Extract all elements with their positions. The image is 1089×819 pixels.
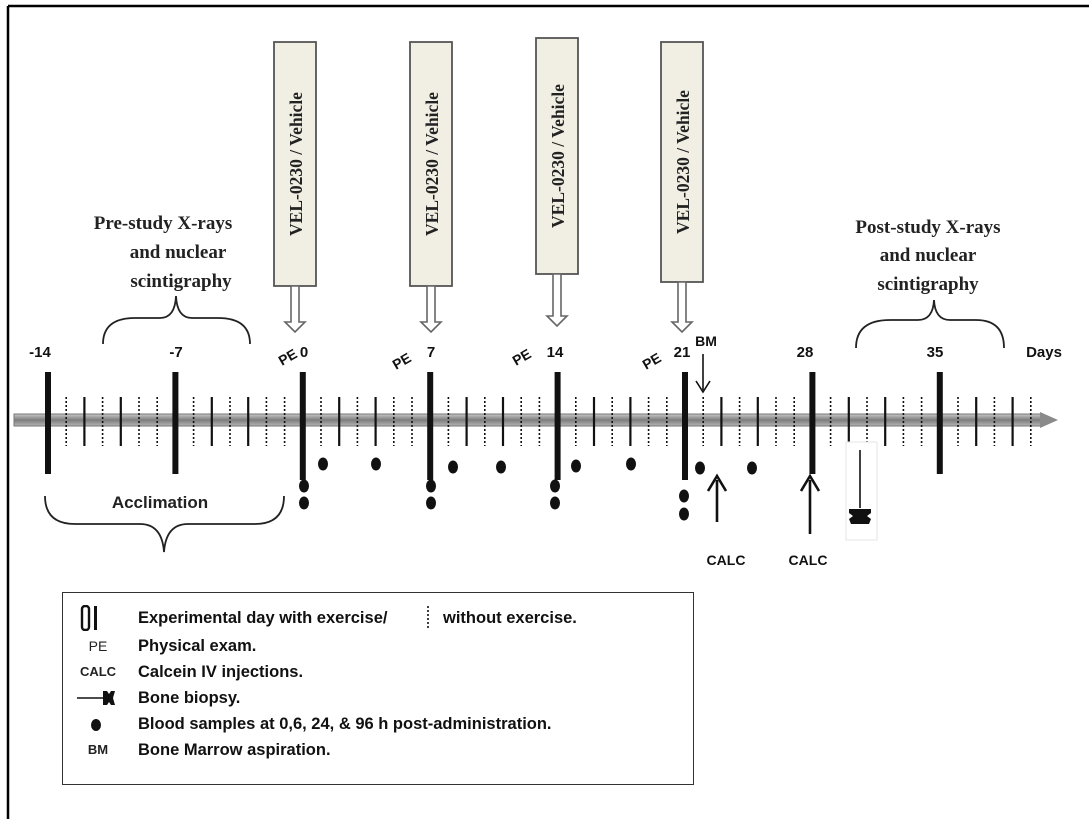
blood-sample-dot xyxy=(695,461,705,475)
blood-sample-dot xyxy=(371,457,381,471)
blood-sample-dot xyxy=(496,460,506,474)
pre-study-line: Pre-study X-rays xyxy=(94,213,232,234)
pre-study-brace xyxy=(102,295,251,345)
acclimation-brace xyxy=(44,495,285,553)
drug-box: VEL-0230 / Vehicle xyxy=(273,41,317,334)
blood-sample-dot xyxy=(448,460,458,474)
legend-blood-text: Blood samples at 0,6, 24, & 96 h post-ad… xyxy=(138,715,552,733)
pe-label: PE xyxy=(510,345,534,368)
blood-samples xyxy=(299,457,757,521)
hollow-arrow-icon xyxy=(545,273,569,328)
blood-sample-dot xyxy=(550,479,560,493)
day-ticks xyxy=(45,372,1032,480)
day-label: 21 xyxy=(674,344,691,361)
drug-box-label: VEL-0230 / Vehicle xyxy=(422,92,442,236)
legend-no-exercise-text: without exercise. xyxy=(443,609,577,627)
post-study-annotation: Post-study X-rays and nuclear scintigrap… xyxy=(855,217,1000,295)
post-study-brace xyxy=(855,299,1005,349)
pe-label: PE xyxy=(640,349,664,372)
acclimation-label: Acclimation xyxy=(112,493,208,512)
legend: Experimental day with exercise/ without … xyxy=(62,592,694,785)
bm-label: BM xyxy=(695,333,717,349)
pre-study-annotation: Pre-study X-rays and nuclear scintigraph… xyxy=(94,213,232,292)
post-study-line: and nuclear xyxy=(880,245,977,266)
calc-label: CALC xyxy=(789,552,828,568)
day-label: 14 xyxy=(547,344,564,361)
legend-calc-symbol: CALC xyxy=(79,664,117,679)
pre-study-line: and nuclear xyxy=(130,242,227,263)
calc-label: CALC xyxy=(707,552,746,568)
drug-box-label: VEL-0230 / Vehicle xyxy=(548,84,568,228)
post-study-line: Post-study X-rays xyxy=(855,217,1000,238)
day-label: 35 xyxy=(927,344,944,361)
exercise-day-tick-icon xyxy=(63,604,133,632)
legend-bm-symbol: BM xyxy=(87,742,109,757)
blood-sample-dot xyxy=(299,496,309,510)
pe-label: PE xyxy=(390,349,414,372)
legend-row-biopsy: Bone biopsy. xyxy=(63,685,693,711)
timeline-axis xyxy=(13,412,1058,428)
days-axis-label: Days xyxy=(1026,344,1062,361)
drug-box: VEL-0230 / Vehicle xyxy=(535,37,579,328)
legend-biopsy-text: Bone biopsy. xyxy=(138,689,241,707)
drug-box: VEL-0230 / Vehicle xyxy=(660,41,704,334)
legend-row-bm: BM Bone Marrow aspiration. xyxy=(63,737,693,763)
bone-biopsy-legend-icon xyxy=(63,685,133,711)
calc-arrow-icon xyxy=(706,473,728,522)
blood-sample-dot xyxy=(426,496,436,510)
hollow-arrow-icon xyxy=(283,285,307,334)
legend-row-blood: Blood samples at 0,6, 24, & 96 h post-ad… xyxy=(63,711,693,737)
blood-sample-dot xyxy=(679,489,689,503)
blood-sample-dot xyxy=(571,459,581,473)
legend-pe-text: Physical exam. xyxy=(138,637,257,655)
legend-bm-text: Bone Marrow aspiration. xyxy=(138,741,331,759)
bm-arrow-icon xyxy=(695,354,711,394)
legend-pe-symbol: PE xyxy=(88,638,108,654)
hollow-arrow-icon xyxy=(670,281,694,334)
legend-row-exercise: Experimental day with exercise/ without … xyxy=(63,604,693,632)
blood-sample-dot-icon xyxy=(63,711,133,737)
day-label: 0 xyxy=(300,344,308,361)
legend-row-pe: PE Physical exam. xyxy=(63,633,693,659)
blood-sample-dot xyxy=(318,457,328,471)
drug-box-label: VEL-0230 / Vehicle xyxy=(286,92,306,236)
drug-box: VEL-0230 / Vehicle xyxy=(409,41,453,334)
legend-row-calc: CALC Calcein IV injections. xyxy=(63,659,693,685)
blood-sample-dot xyxy=(550,496,560,510)
drug-administration-boxes: VEL-0230 / Vehicle VEL-0230 / Vehicle VEL-… xyxy=(273,37,704,334)
day-label: -14 xyxy=(29,344,51,361)
blood-sample-dot xyxy=(626,457,636,471)
pre-study-line: scintigraphy xyxy=(130,271,232,292)
legend-exercise-text: Experimental day with exercise/ xyxy=(138,609,388,627)
legend-calc-text: Calcein IV injections. xyxy=(138,663,304,681)
day-label: -7 xyxy=(169,344,182,361)
post-study-line: scintigraphy xyxy=(877,274,979,295)
day-label: 28 xyxy=(797,344,814,361)
blood-sample-dot xyxy=(299,479,309,493)
day-label: 7 xyxy=(427,344,435,361)
pe-label: PE xyxy=(276,345,300,368)
pe-labels: PE PE PE PE xyxy=(276,345,664,372)
hollow-arrow-icon xyxy=(419,285,443,334)
drug-box-label: VEL-0230 / Vehicle xyxy=(673,90,693,234)
bone-biopsy-icon xyxy=(845,441,878,541)
calc-arrow-icon xyxy=(799,473,821,534)
blood-sample-dot xyxy=(426,479,436,493)
no-exercise-day-tick-icon xyxy=(423,605,433,631)
blood-sample-dot xyxy=(747,461,757,475)
day-labels: -14 -7 0 7 14 21 28 35 Days xyxy=(29,344,1062,361)
blood-sample-dot xyxy=(679,507,689,521)
